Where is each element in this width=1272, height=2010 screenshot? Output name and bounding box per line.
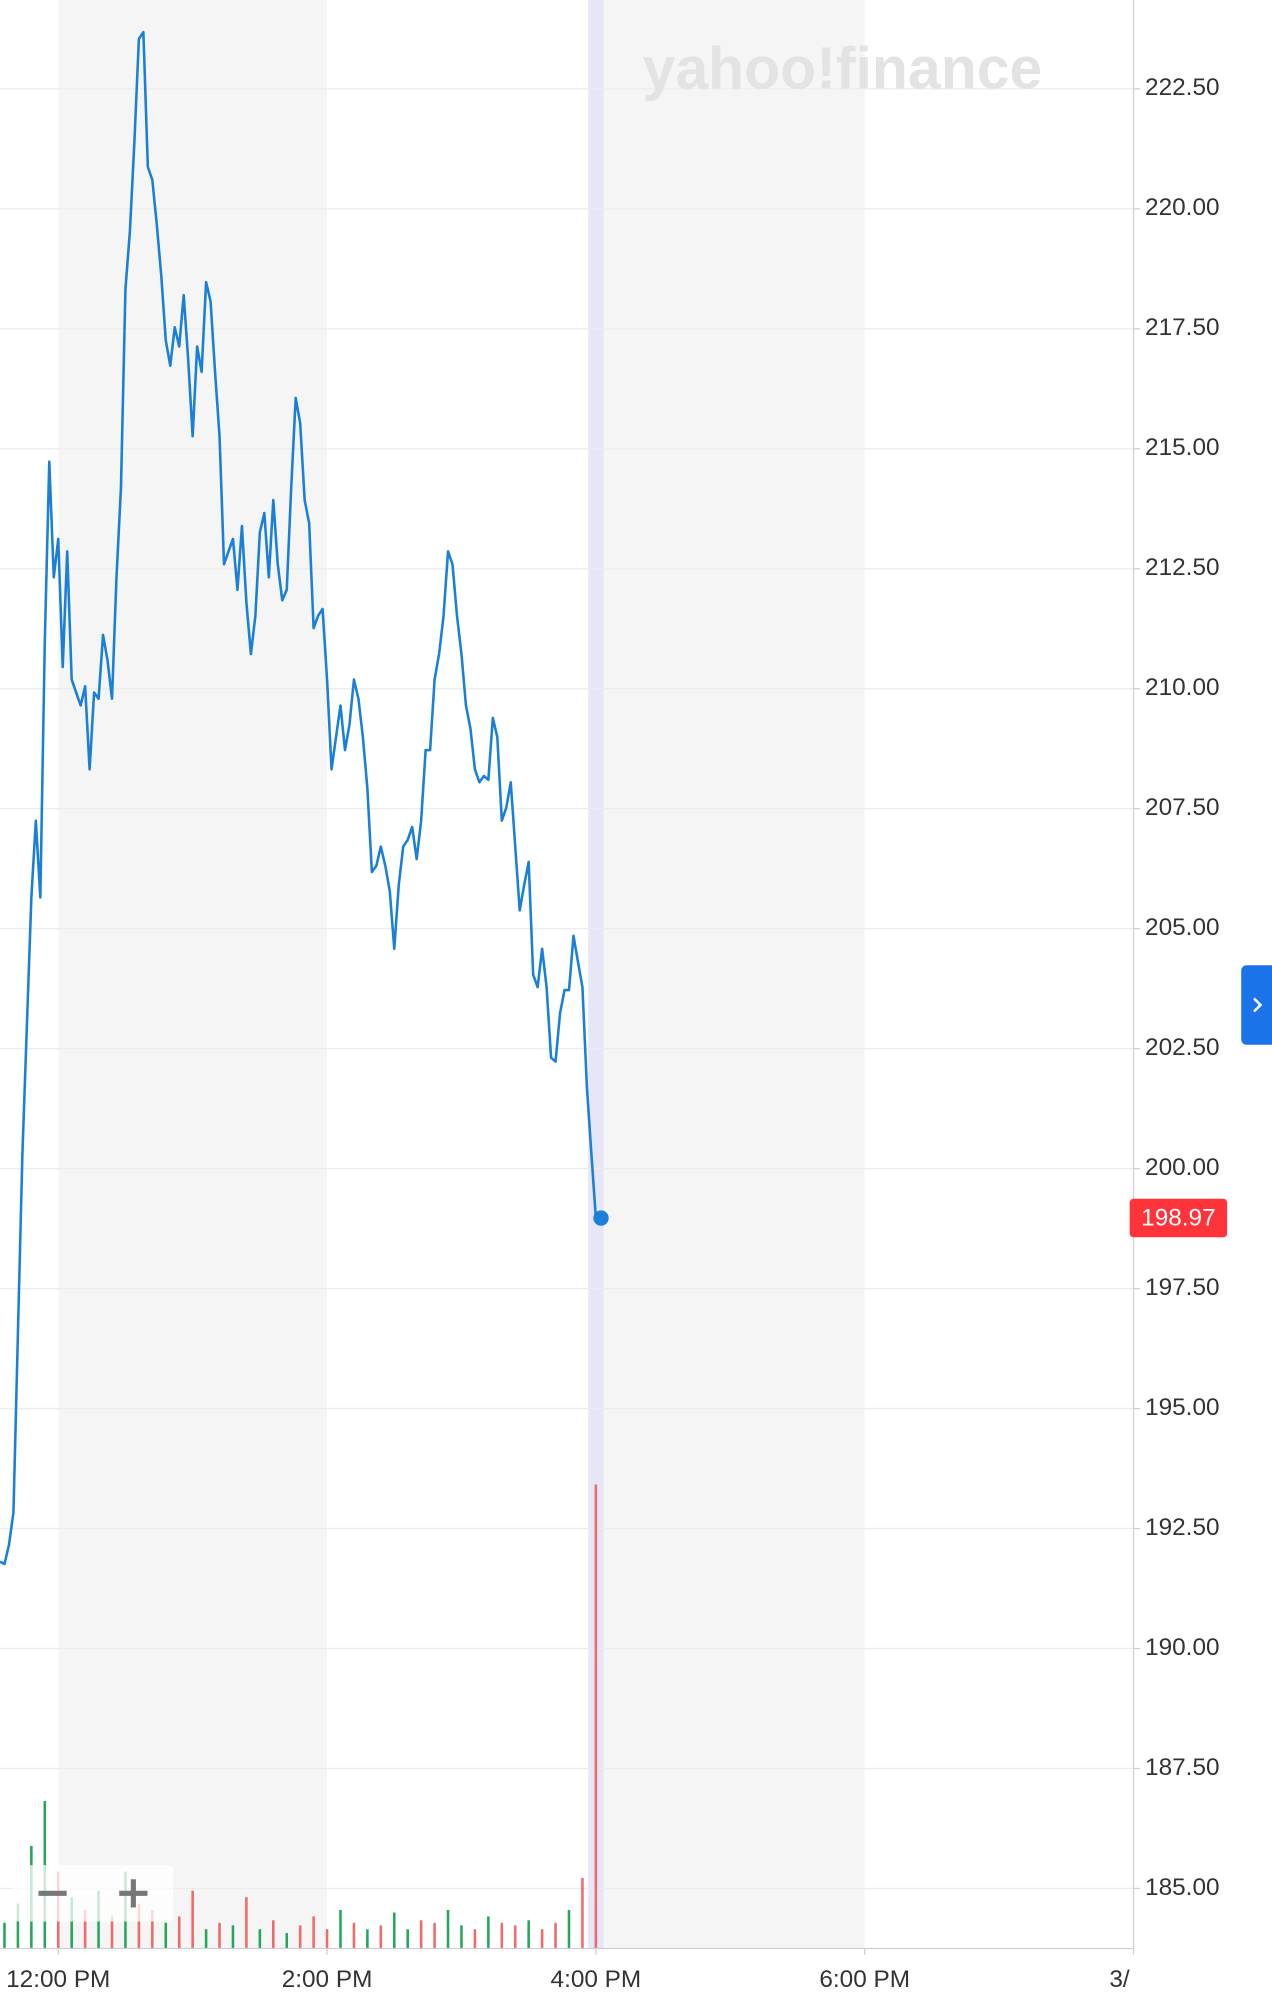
x-tick-label: 2:00 PM — [282, 1966, 373, 1993]
price-line — [0, 30, 598, 1566]
y-tick-label: 192.50 — [1145, 1514, 1219, 1541]
current-time-band — [588, 0, 604, 1949]
side-panel-toggle[interactable] — [1241, 965, 1272, 1045]
volume-bar — [245, 1897, 248, 1949]
side-tab[interactable] — [1241, 965, 1272, 1045]
chevron-icon — [1253, 997, 1263, 1013]
volume-bar — [110, 1916, 114, 1949]
y-tick-label: 185.00 — [1145, 1874, 1219, 1901]
volume-bar — [581, 1877, 584, 1949]
volume-bar — [70, 1897, 73, 1949]
y-tick-label: 197.50 — [1145, 1274, 1219, 1301]
volume-bar — [3, 1922, 6, 1949]
x-tick-label: 4:00 PM — [551, 1966, 642, 1993]
volume-bar — [298, 1925, 302, 1949]
zoom-controls — [12, 1865, 174, 1922]
volume-bar — [366, 1929, 369, 1949]
y-tick-label: 190.00 — [1145, 1634, 1219, 1661]
volume-bar — [554, 1922, 557, 1949]
x-tick-label: 12:00 PM — [6, 1966, 110, 1993]
x-tick-label: 6:00 PM — [819, 1966, 910, 1993]
session-band — [58, 0, 328, 1949]
volume-bar — [258, 1929, 262, 1949]
y-tick-label: 210.00 — [1145, 674, 1219, 701]
session-band — [595, 0, 865, 1949]
volume-bar — [218, 1922, 221, 1949]
volume-bar — [312, 1916, 315, 1949]
volume-bar — [272, 1920, 275, 1949]
last-price-badge — [1129, 1198, 1228, 1238]
y-tick-label: 212.50 — [1145, 554, 1219, 581]
y-tick-label: 222.50 — [1145, 74, 1219, 101]
volume-bar — [325, 1929, 329, 1949]
volume-bar — [379, 1925, 383, 1949]
volume-bar — [151, 1910, 154, 1949]
volume-bar — [285, 1933, 289, 1949]
last-price-label: 198.97 — [1141, 1205, 1215, 1232]
volume-bar — [339, 1910, 342, 1949]
x-tick-label: 3/ — [1109, 1966, 1130, 1993]
y-tick-label: 207.50 — [1145, 794, 1219, 821]
last-price-dot — [593, 1210, 609, 1226]
y-tick-label: 217.50 — [1145, 314, 1219, 341]
volume-bar — [433, 1922, 436, 1949]
volume-bar — [137, 1903, 141, 1949]
volume-bar — [419, 1920, 423, 1949]
y-tick-label: 202.50 — [1145, 1034, 1219, 1061]
volume-bar — [500, 1922, 504, 1949]
volume-bar — [83, 1910, 87, 1949]
volume-bar — [460, 1925, 463, 1949]
grid — [0, 88, 1134, 1890]
zoom-in-button[interactable] — [108, 1872, 159, 1916]
volume-bar — [164, 1922, 168, 1949]
volume-bar — [594, 1484, 598, 1949]
volume-bar — [392, 1912, 396, 1949]
y-tick-label: 205.00 — [1145, 914, 1219, 941]
y-tick-label: 187.50 — [1145, 1754, 1219, 1781]
volume-bar — [513, 1925, 517, 1949]
volume-bar — [231, 1925, 235, 1949]
volume-bar — [16, 1903, 20, 1949]
volume-bar — [473, 1929, 477, 1949]
volume-bar — [204, 1929, 208, 1949]
y-tick-label: 220.00 — [1145, 194, 1219, 221]
y-tick-label: 195.00 — [1145, 1394, 1219, 1421]
y-tick-label: 215.00 — [1145, 434, 1219, 461]
watermark: yahoo!finance — [643, 37, 1043, 102]
zoom-out-button[interactable] — [26, 1872, 77, 1916]
volume-bar — [191, 1890, 194, 1949]
volume-bar — [540, 1929, 544, 1949]
session-bands — [58, 0, 865, 1949]
volume-bar — [406, 1929, 409, 1949]
volume-bar — [487, 1916, 490, 1949]
y-tick-label: 200.00 — [1145, 1154, 1219, 1181]
volume-bar — [352, 1922, 356, 1949]
volume-bar — [527, 1920, 530, 1949]
volume-bar — [177, 1916, 181, 1949]
axes: 185.00 187.50 190.00 192.50 195.00 197.50 200.… — [6, 74, 1228, 1993]
price-plot — [0, 30, 609, 1566]
volume-bar — [446, 1910, 450, 1949]
volume-bar — [567, 1910, 571, 1949]
